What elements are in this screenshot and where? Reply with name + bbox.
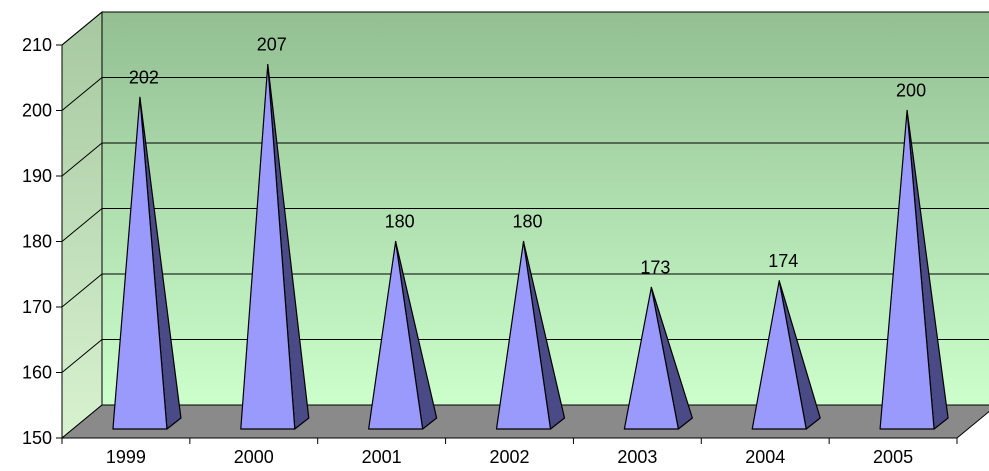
gridlines (61, 11, 989, 373)
data-label: 200 (896, 81, 926, 101)
pyramid-bar-2002 (495, 240, 566, 430)
pyramid-bar-2001 (368, 240, 438, 430)
y-tick-label: 170 (22, 297, 52, 317)
x-tick-label: 1999 (106, 447, 146, 467)
gridline (61, 273, 989, 308)
y-tick-label: 160 (22, 363, 52, 383)
x-tick-label: 2004 (745, 447, 785, 467)
bar-series (112, 64, 949, 430)
pyramid-front-face (368, 240, 424, 430)
pyramid-bar-2005 (879, 109, 949, 430)
gridline (61, 77, 989, 111)
y-tick-label: 190 (22, 166, 52, 186)
pyramid-front-face (623, 286, 679, 430)
gridline (61, 142, 989, 177)
pyramid-front-face (495, 240, 552, 430)
pyramid-bar-2000 (240, 64, 310, 430)
data-label: 174 (768, 251, 798, 271)
y-tick-label: 150 (22, 428, 52, 448)
data-label: 173 (640, 257, 670, 277)
y-tick-label: 200 (22, 101, 52, 121)
pyramid-front-face (751, 280, 807, 430)
pyramid-front-face (240, 64, 296, 430)
x-tick-label: 2003 (617, 447, 657, 467)
x-tick-label: 2005 (873, 447, 913, 467)
data-label: 202 (129, 67, 159, 87)
x-tick-label: 2001 (362, 447, 402, 467)
pyramid-bar-1999 (112, 96, 182, 430)
data-label: 180 (385, 212, 415, 232)
gridline (61, 339, 989, 373)
pyramid-bar-2004 (751, 280, 821, 430)
data-label: 180 (512, 212, 542, 232)
x-tick-label: 2002 (489, 447, 529, 467)
pyramid-bar-2003 (623, 286, 693, 430)
y-tick-label: 210 (22, 35, 52, 55)
y-tick-label: 180 (22, 232, 52, 252)
x-tick-label: 2000 (234, 447, 274, 467)
pyramid-front-face (112, 96, 168, 430)
data-label: 207 (257, 35, 287, 55)
pyramid-front-face (879, 109, 935, 430)
axes (56, 44, 958, 444)
gridline (61, 208, 989, 242)
gridline (61, 11, 989, 46)
labels: 150 160 170 180 190 200 210 202 1999 207 2000 180 20… (22, 35, 926, 467)
